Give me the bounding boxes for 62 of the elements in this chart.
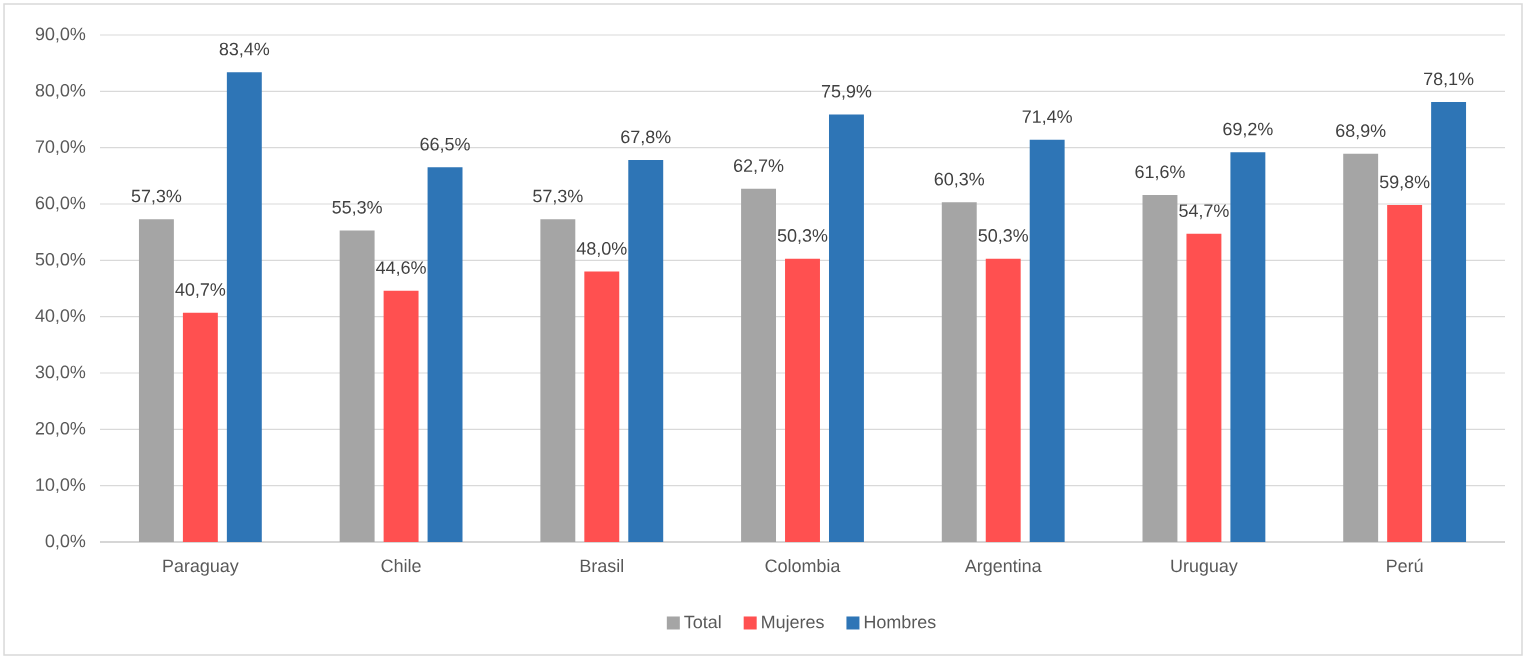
legend-label: Total — [684, 615, 721, 629]
data-label: 48,0% — [576, 242, 627, 257]
bar — [427, 167, 463, 542]
data-label: 62,7% — [734, 159, 784, 175]
bar — [1431, 102, 1467, 542]
data-label: 69,2% — [1223, 122, 1273, 138]
data-label: 54,7% — [1179, 204, 1229, 220]
x-tick-label: Paraguay — [163, 559, 239, 576]
data-label: 78,1% — [1424, 72, 1474, 88]
data-label: 68,9% — [1336, 124, 1386, 140]
bar — [1230, 152, 1266, 542]
y-tick-label: 70,0% — [35, 140, 86, 156]
bar — [941, 202, 977, 542]
y-tick-label: 40,0% — [35, 309, 86, 325]
data-label: 50,3% — [978, 229, 1028, 244]
bar — [584, 271, 620, 542]
bar — [1186, 233, 1222, 542]
y-tick-label: 60,0% — [35, 196, 86, 212]
data-label: 71,4% — [1022, 110, 1072, 126]
data-label: 40,7% — [175, 283, 226, 299]
bar — [1343, 153, 1379, 542]
data-label: 60,3% — [934, 172, 985, 188]
data-label: 66,5% — [420, 137, 470, 153]
y-tick-label: 80,0% — [35, 83, 86, 99]
y-tick-label: 90,0% — [35, 27, 86, 43]
data-label: 57,3% — [533, 189, 583, 205]
y-tick-label: 30,0% — [35, 365, 86, 381]
bar — [383, 290, 419, 542]
bar — [138, 219, 174, 542]
y-tick-label: 20,0% — [35, 421, 86, 437]
data-label: 44,6% — [376, 261, 426, 277]
data-label: 57,3% — [131, 189, 182, 205]
x-tick-label: Perú — [1387, 558, 1423, 573]
data-label: 61,6% — [1135, 165, 1185, 181]
x-tick-label: Argentina — [964, 558, 1042, 576]
bar — [1142, 194, 1178, 542]
bar — [182, 312, 218, 542]
bar — [226, 72, 262, 542]
bar — [985, 258, 1021, 542]
x-tick-label: Brasil — [580, 558, 623, 573]
bar — [785, 258, 820, 542]
bar — [828, 114, 864, 542]
data-label: 59,8% — [1379, 175, 1430, 191]
bar — [1387, 205, 1423, 542]
bar — [628, 160, 664, 542]
y-tick-label: 10,0% — [36, 478, 86, 494]
bar — [540, 219, 576, 542]
bar — [1029, 139, 1065, 542]
legend-label: Mujeres — [762, 615, 824, 632]
data-label: 83,4% — [219, 42, 270, 58]
y-tick-label: 50,0% — [35, 252, 86, 268]
data-label: 50,3% — [777, 229, 828, 244]
data-label: 75,9% — [821, 84, 872, 100]
x-tick-label: Chile — [381, 558, 421, 573]
x-tick-label: Colombia — [765, 558, 841, 573]
bar — [741, 188, 777, 542]
legend-label: Hombres — [864, 615, 936, 629]
bar — [339, 230, 375, 542]
x-tick-label: Uruguay — [1171, 559, 1238, 576]
data-label: 55,3% — [332, 200, 382, 216]
y-tick-label: 0,0% — [45, 534, 86, 550]
data-label: 67,8% — [621, 130, 671, 146]
